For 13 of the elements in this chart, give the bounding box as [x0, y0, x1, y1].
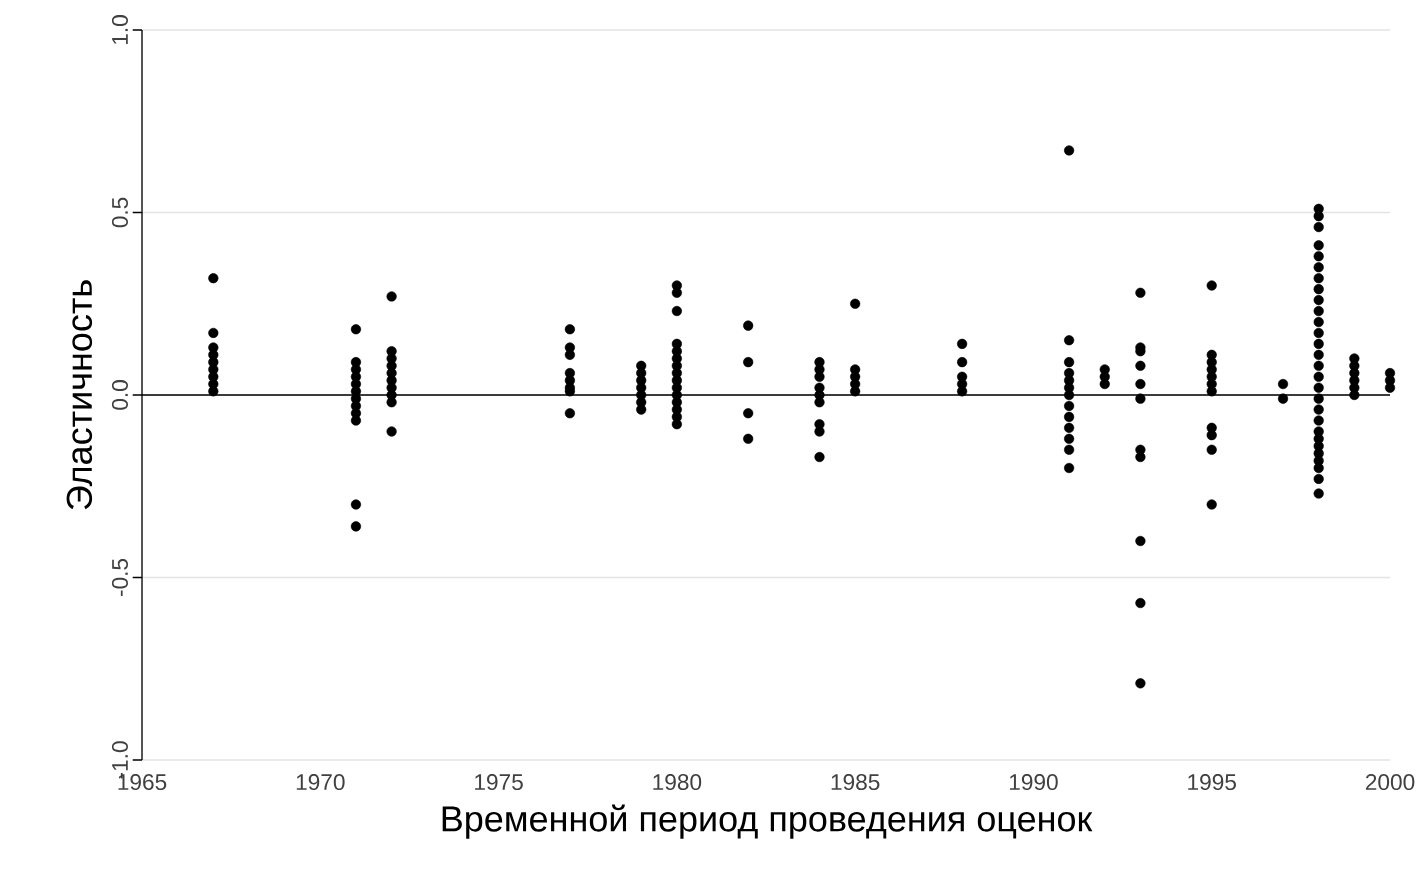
- x-tick-label: 1980: [653, 774, 702, 791]
- x-tick-label: 1970: [296, 774, 345, 791]
- y-tick-label: 1.0: [111, 15, 128, 45]
- x-tick-label: 1995: [1188, 774, 1236, 791]
- y-tick-label: 0.0: [111, 380, 128, 410]
- y-tick-label: -0.5: [111, 558, 128, 597]
- x-axis-title: Временной период проведения оценок: [442, 804, 1093, 839]
- y-tick-label: 0.5: [111, 197, 128, 228]
- x-tick-label: 1975: [475, 774, 523, 791]
- x-tick-label: 1985: [831, 774, 880, 791]
- x-tick-label: 1990: [1009, 774, 1058, 791]
- y-axis-title: Эластичность: [66, 280, 93, 510]
- x-tick-label: 2000: [1365, 774, 1415, 791]
